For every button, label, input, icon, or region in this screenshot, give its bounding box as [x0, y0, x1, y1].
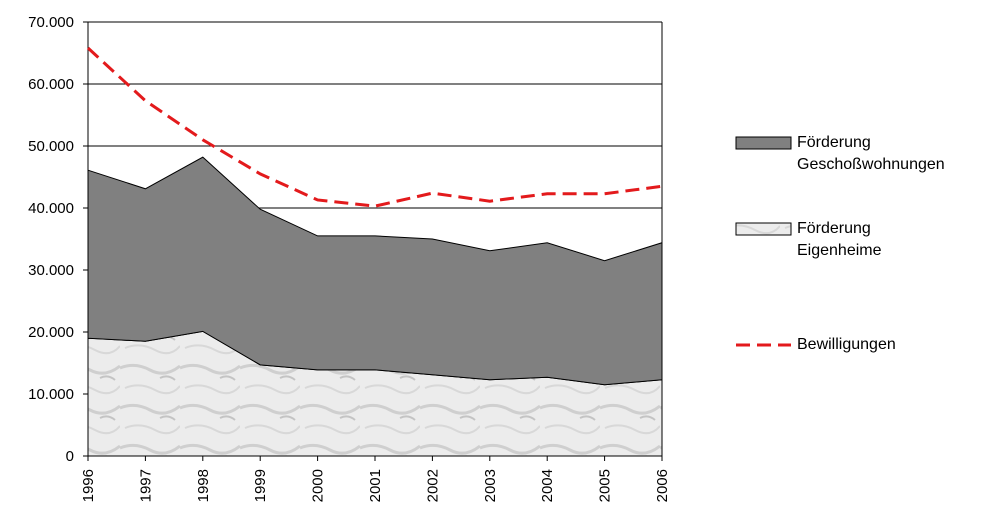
x-tick-label: 1998 [195, 469, 212, 502]
x-tick-label: 2002 [424, 469, 441, 502]
y-tick-label: 20.000 [28, 324, 74, 341]
x-tick-label: 2001 [367, 469, 384, 502]
legend-label: Förderung Geschoßwohnungen [797, 134, 945, 173]
y-tick-label: 50.000 [28, 138, 74, 155]
x-tick-label: 2003 [482, 469, 499, 502]
y-tick-label: 70.000 [28, 14, 74, 31]
legend-swatch [735, 222, 792, 236]
x-tick-label: 2004 [539, 469, 556, 502]
x-tick-label: 1996 [80, 469, 97, 502]
y-tick-label: 40.000 [28, 200, 74, 217]
legend-swatch [735, 136, 792, 150]
legend-label: Förderung Eigenheime [797, 220, 882, 259]
x-tick-label: 2000 [310, 469, 327, 502]
y-tick-label: 0 [66, 448, 74, 465]
x-tick-label: 1999 [252, 469, 269, 502]
x-tick-label: 2005 [597, 469, 614, 502]
y-tick-label: 60.000 [28, 76, 74, 93]
line [86, 46, 663, 208]
x-tick-label: 1997 [137, 469, 154, 502]
y-tick-label: 30.000 [28, 262, 74, 279]
y-tick-label: 10.000 [28, 386, 74, 403]
legend-label: Bewilligungen [797, 336, 896, 353]
x-tick-label: 2006 [654, 469, 671, 502]
